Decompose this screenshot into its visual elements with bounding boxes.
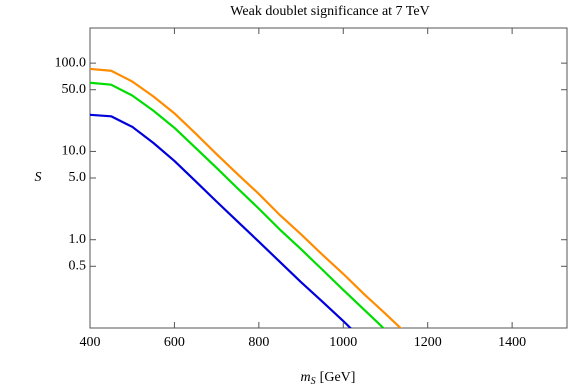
plot-frame bbox=[89, 27, 568, 329]
x-axis-label: mS [GeV] bbox=[301, 370, 356, 387]
y-tick-label: 1.0 bbox=[69, 232, 87, 247]
x-label-subscript: S bbox=[311, 376, 316, 387]
y-tick-label: 0.5 bbox=[69, 259, 87, 274]
chart-title: Weak doublet significance at 7 TeV bbox=[230, 4, 429, 19]
x-tick-label: 1000 bbox=[329, 335, 357, 350]
x-tick-label: 1400 bbox=[498, 335, 526, 350]
y-tick-label: 5.0 bbox=[69, 170, 87, 185]
y-tick-label: 100.0 bbox=[55, 55, 87, 70]
series-line bbox=[90, 113, 352, 328]
x-tick-label: 600 bbox=[164, 335, 185, 350]
y-axis-label: S bbox=[35, 170, 42, 185]
plot-area bbox=[90, 67, 403, 328]
y-tick-label: 10.0 bbox=[62, 144, 87, 159]
x-label-unit: [GeV] bbox=[320, 370, 356, 385]
x-tick-label: 800 bbox=[248, 335, 269, 350]
y-tick-label: 50.0 bbox=[62, 82, 87, 97]
series-line bbox=[90, 81, 386, 328]
x-label-variable: m bbox=[301, 370, 311, 385]
x-tick-label: 400 bbox=[80, 335, 101, 350]
series-line bbox=[90, 67, 403, 328]
x-tick-label: 1200 bbox=[414, 335, 442, 350]
